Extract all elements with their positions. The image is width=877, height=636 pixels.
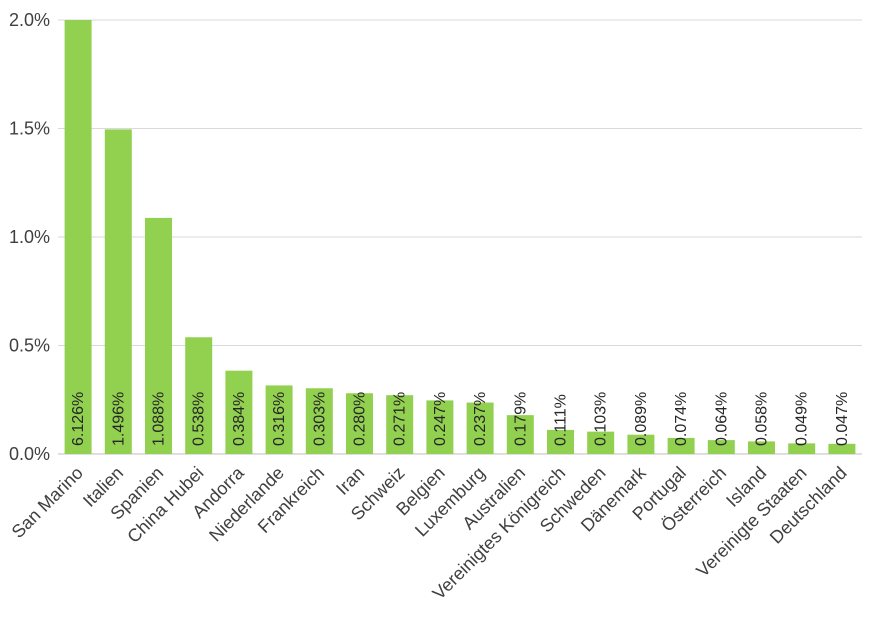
bar (587, 431, 615, 454)
y-axis-ticks: 0.0% 0.5% 1.0% 1.5% 2.0% (9, 10, 50, 464)
y-tick-label: 1.5% (9, 119, 50, 139)
bar (225, 370, 253, 454)
bar (104, 129, 132, 455)
data-label: 0.271% (392, 392, 409, 446)
data-label: 0.103% (593, 392, 610, 446)
y-tick-label: 1.0% (9, 227, 50, 247)
bar (506, 415, 534, 454)
data-label: 0.058% (754, 392, 771, 446)
data-label: 0.047% (834, 392, 851, 446)
data-label: 6.126% (70, 392, 87, 446)
data-label: 1.496% (110, 392, 127, 446)
data-label: 0.237% (472, 392, 489, 446)
bar (466, 402, 494, 454)
gridlines (58, 19, 862, 455)
data-label: 0.280% (352, 392, 369, 446)
data-label: 0.111% (553, 394, 570, 446)
y-tick-label: 2.0% (9, 10, 50, 30)
data-labels: 6.126% 1.496% 1.088% 0.538% 0.384% 0.316% 0.30… (70, 392, 851, 446)
bar (667, 437, 695, 454)
bar (748, 441, 775, 454)
bars (64, 20, 856, 455)
bar (386, 395, 414, 454)
bar (707, 440, 735, 454)
bar (828, 443, 856, 454)
bar (145, 217, 172, 454)
data-label: 0.316% (271, 392, 288, 446)
x-category-label: San Marino (8, 463, 87, 542)
data-label: 0.384% (231, 392, 248, 446)
data-label: 0.049% (794, 392, 811, 446)
data-label: 0.303% (311, 392, 328, 446)
bar (547, 429, 574, 454)
y-tick-label: 0.0% (9, 444, 50, 464)
bar (64, 20, 92, 454)
data-label: 0.179% (512, 392, 529, 446)
bar (627, 434, 655, 454)
data-label: 0.247% (432, 392, 449, 446)
bar (788, 443, 816, 454)
data-label: 0.089% (633, 392, 650, 446)
bar (346, 393, 373, 454)
data-label: 0.538% (191, 392, 208, 446)
bar (305, 388, 333, 454)
bar (265, 385, 293, 454)
data-label: 0.074% (673, 392, 690, 446)
bar (185, 337, 213, 454)
data-label: 0.064% (713, 392, 730, 446)
data-label: 1.088% (151, 392, 168, 446)
bar (426, 400, 454, 454)
y-tick-label: 0.5% (9, 336, 50, 356)
